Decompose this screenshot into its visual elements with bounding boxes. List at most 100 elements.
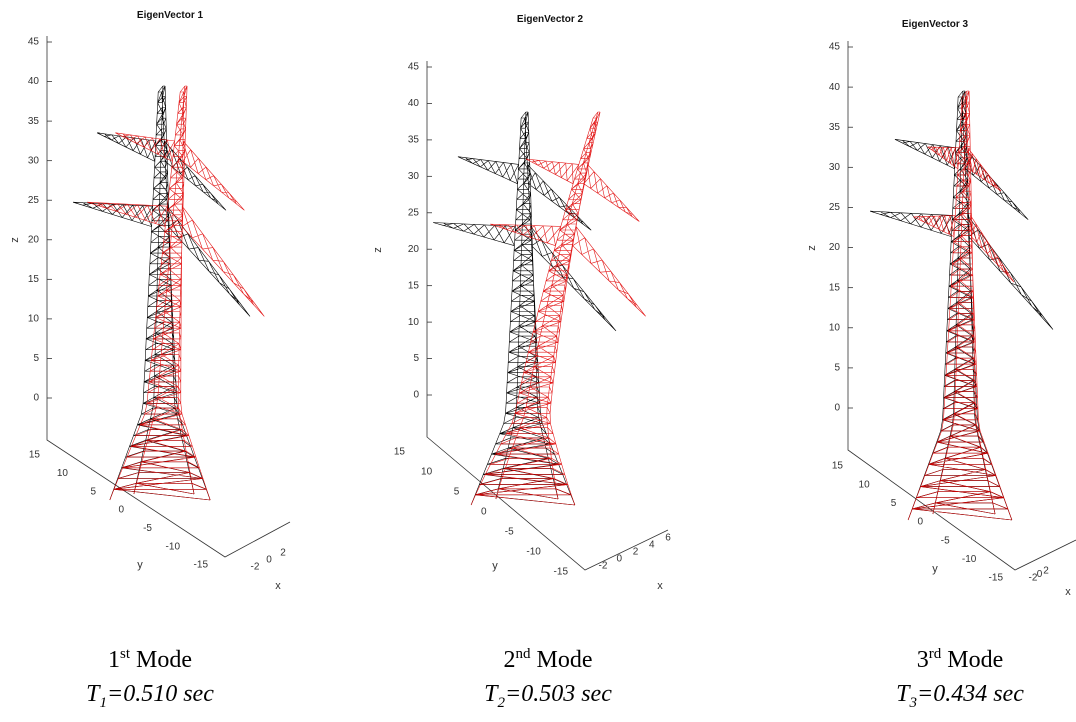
z-tick-label: 10	[408, 317, 420, 328]
z-tick-label: 35	[28, 116, 40, 127]
period-value: =0.434 sec	[917, 681, 1024, 707]
period-caption: T3=0.434 sec	[896, 681, 1024, 711]
x-tick-label: 0	[1037, 569, 1043, 580]
period-caption: T1=0.510 sec	[86, 681, 214, 711]
z-tick-label: 35	[829, 122, 841, 133]
z-tick-label: 10	[829, 322, 841, 333]
period-symbol: T	[86, 681, 101, 707]
plot-panel: EigenVector 3051015202530354045z151050-5…	[806, 19, 1076, 711]
y-tick-label: 5	[891, 498, 897, 509]
x-tick-label: 4	[649, 540, 655, 551]
y-tick-label: -15	[194, 560, 209, 571]
y-tick-label: 0	[481, 507, 487, 518]
z-tick-label: 20	[408, 244, 420, 255]
z-tick-label: 25	[28, 195, 40, 206]
y-axis-label: y	[492, 560, 498, 572]
mode-ordinal-suffix: nd	[516, 646, 532, 662]
tower-mode-shape	[907, 90, 1015, 521]
x-tick-label: -2	[251, 562, 260, 573]
mode-caption: 2nd Mode	[504, 646, 593, 673]
mode-ordinal-suffix: st	[120, 646, 131, 662]
y-tick-label: -10	[166, 541, 181, 552]
z-axis-label: z	[372, 247, 384, 253]
y-tick-label: 15	[394, 447, 406, 458]
period-index: 1	[100, 695, 108, 711]
x-tick-label: 0	[266, 555, 272, 566]
period-symbol: T	[484, 681, 499, 707]
z-tick-label: 20	[28, 234, 40, 245]
mode-ordinal-suffix: rd	[929, 646, 942, 662]
z-tick-label: 0	[33, 393, 39, 404]
x-axis-label: x	[1065, 586, 1071, 598]
y-tick-label: -5	[505, 527, 514, 538]
z-axis-label: z	[806, 245, 818, 251]
z-tick-label: 10	[28, 314, 40, 325]
y-tick-label: -5	[941, 535, 950, 546]
z-tick-label: 15	[408, 280, 420, 291]
z-tick-label: 5	[834, 363, 840, 374]
y-tick-label: -5	[143, 523, 152, 534]
mode-ordinal: 2	[504, 647, 516, 673]
z-tick-label: 5	[33, 353, 39, 364]
z-axis-label: z	[9, 237, 21, 243]
axis-line	[847, 41, 1076, 571]
tower-mode-shape	[87, 85, 265, 501]
z-tick-label: 40	[408, 98, 420, 109]
y-tick-label: 10	[859, 479, 871, 490]
mode-word: Mode	[136, 647, 192, 673]
period-caption: T2=0.503 sec	[484, 681, 612, 711]
y-axis-label: y	[932, 563, 938, 575]
y-tick-label: 5	[454, 487, 460, 498]
x-tick-label: 6	[665, 533, 671, 544]
mode-caption: 1st Mode	[108, 646, 192, 673]
mode-word: Mode	[537, 647, 593, 673]
plot-title: EigenVector 2	[517, 14, 584, 25]
z-tick-label: 45	[408, 62, 420, 73]
z-tick-label: 30	[28, 155, 40, 166]
y-tick-label: -15	[554, 567, 569, 578]
period-symbol: T	[896, 681, 911, 707]
period-index: 3	[909, 695, 918, 711]
x-tick-label: 2	[280, 548, 286, 559]
z-tick-label: 20	[829, 242, 841, 253]
z-tick-label: 25	[829, 202, 841, 213]
plot-panel: EigenVector 2051015202530354045z151050-5…	[372, 14, 671, 711]
z-tick-label: 0	[834, 403, 840, 414]
y-tick-label: 5	[90, 486, 96, 497]
z-tick-label: 15	[829, 282, 841, 293]
mode-ordinal: 3	[917, 647, 929, 673]
y-tick-label: -15	[989, 573, 1004, 584]
x-tick-label: 2	[1043, 566, 1049, 577]
z-tick-label: 45	[829, 42, 841, 53]
y-tick-label: 0	[917, 517, 923, 528]
mode-word: Mode	[947, 647, 1003, 673]
z-tick-label: 35	[408, 135, 420, 146]
x-axis-label: x	[657, 580, 663, 592]
y-tick-label: 15	[29, 450, 41, 461]
z-tick-label: 40	[829, 82, 841, 93]
y-tick-label: 10	[57, 468, 69, 479]
x-axis-label: x	[275, 580, 281, 592]
z-tick-label: 45	[28, 37, 40, 48]
y-tick-label: -10	[526, 547, 541, 558]
x-tick-label: 2	[633, 547, 639, 558]
mode-caption: 3rd Mode	[917, 646, 1004, 673]
z-tick-label: 25	[408, 207, 420, 218]
period-index: 2	[498, 695, 506, 711]
x-tick-label: -2	[599, 561, 608, 572]
z-tick-label: 40	[28, 76, 40, 87]
x-tick-label: -2	[1029, 573, 1038, 584]
plot-title: EigenVector 1	[137, 10, 204, 21]
y-axis-label: y	[137, 559, 143, 571]
z-tick-label: 30	[829, 162, 841, 173]
plot-title: EigenVector 3	[902, 19, 969, 30]
y-tick-label: 0	[118, 505, 124, 516]
y-tick-label: -10	[962, 554, 977, 565]
x-tick-label: 0	[616, 554, 622, 565]
axis-line	[46, 36, 291, 558]
tower-mode-shape	[470, 111, 646, 506]
z-tick-label: 15	[28, 274, 40, 285]
period-value: =0.510 sec	[107, 681, 214, 707]
tower-undeformed	[72, 85, 251, 501]
